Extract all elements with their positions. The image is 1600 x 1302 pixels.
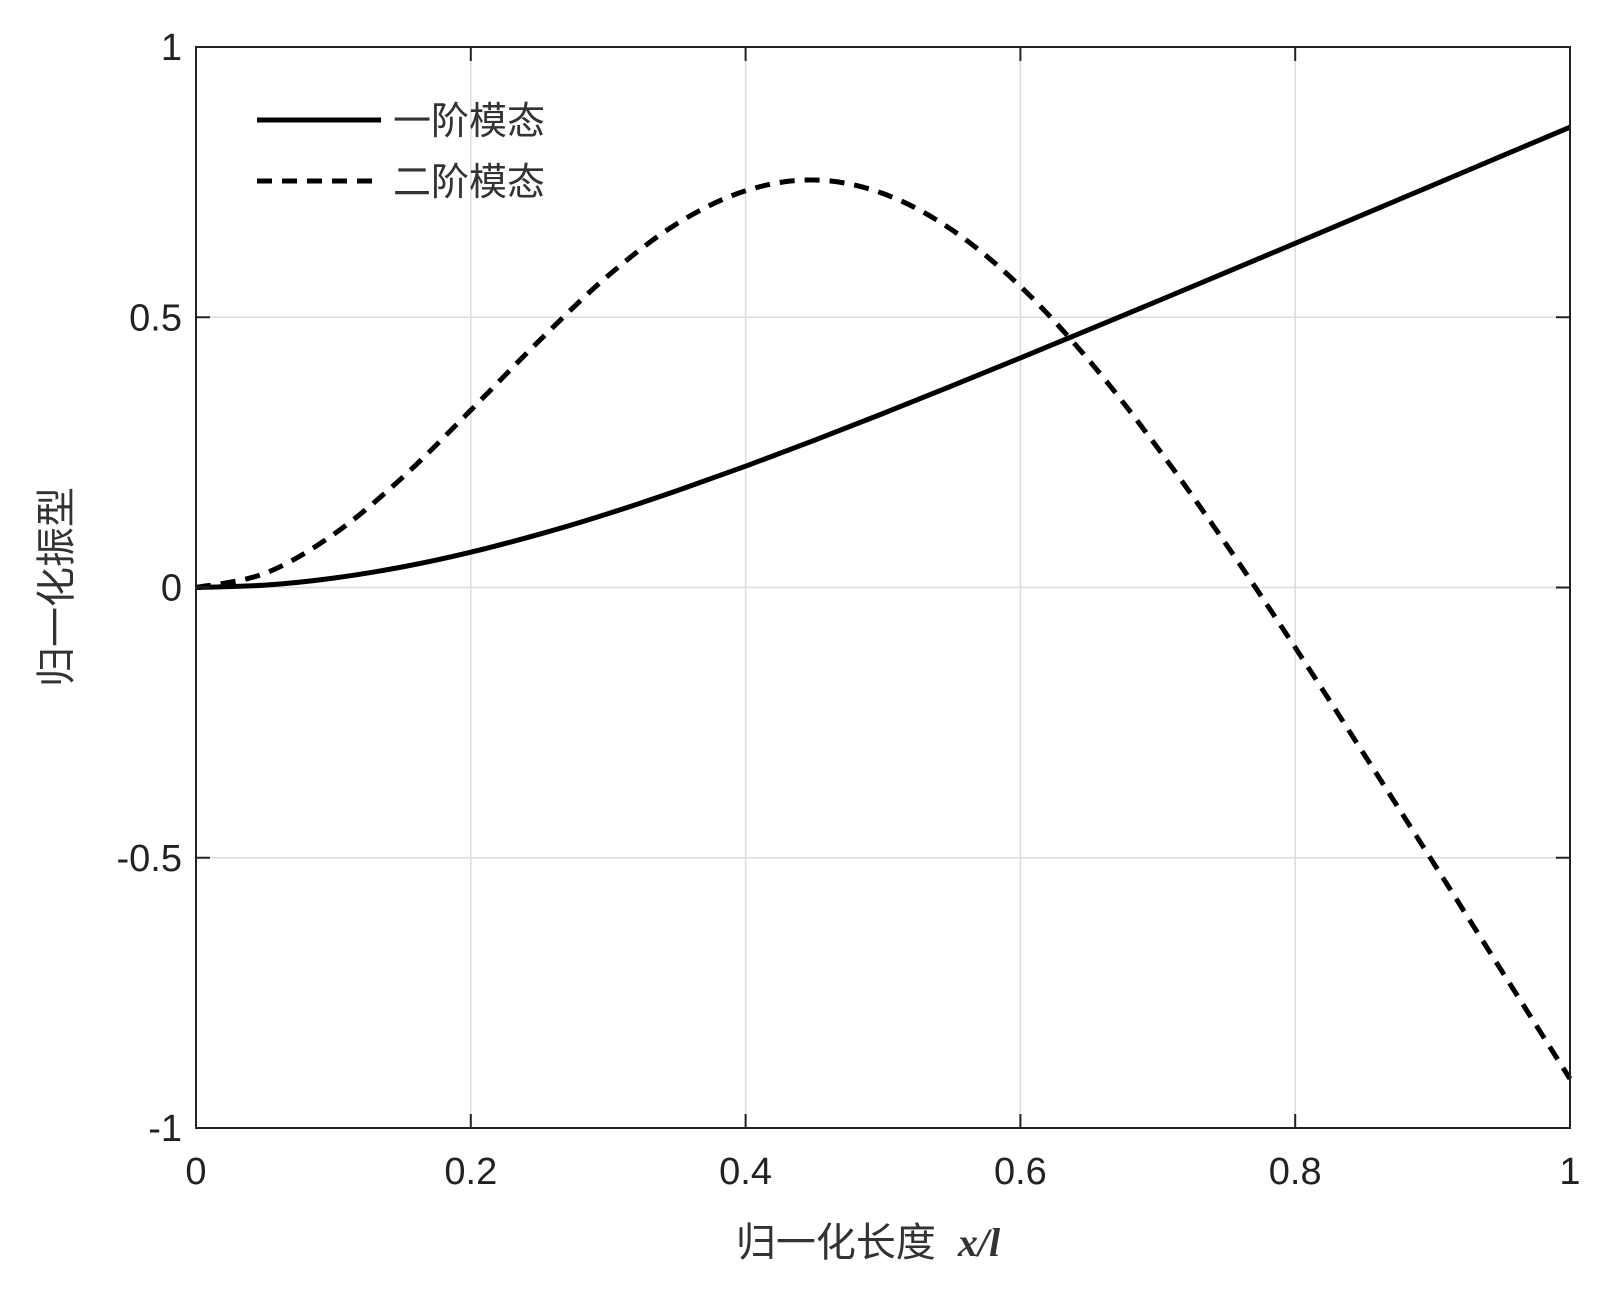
x-axis-label: 归一化长度 x/l: [736, 1220, 1001, 1266]
x-tick-label: 0.4: [719, 1151, 772, 1193]
x-tick-label: 0.6: [994, 1151, 1047, 1193]
y-tick-labels: -1 -0.5 0 0.5 1: [117, 27, 182, 1150]
x-axis-label-text: 归一化长度: [736, 1220, 936, 1266]
x-tick-label: 0: [185, 1151, 206, 1193]
x-tick-label: 0.8: [1269, 1151, 1322, 1193]
series-layer: [195, 124, 1573, 1081]
x-axis-label-variable: x/l: [957, 1220, 1001, 1265]
y-tick-label: -0.5: [117, 838, 182, 880]
legend-label-mode-1: 一阶模态: [393, 99, 545, 143]
y-tick-label: 0: [161, 568, 182, 610]
x-tick-label: 0.2: [444, 1151, 497, 1193]
series-line-mode-2: [195, 177, 1573, 1081]
x-tick-labels: 0 0.2 0.4 0.6 0.8 1: [185, 1151, 1580, 1193]
y-tick-label: -1: [148, 1108, 182, 1150]
x-tick-label: 1: [1559, 1151, 1580, 1193]
y-tick-label: 0.5: [129, 297, 182, 339]
series-line-mode-1: [195, 124, 1571, 590]
y-tick-label: 1: [161, 27, 182, 69]
legend: 一阶模态 二阶模态: [257, 99, 545, 204]
legend-label-mode-2: 二阶模态: [393, 160, 545, 204]
y-axis-label: 归一化振型: [34, 487, 80, 687]
ticks: [195, 46, 1571, 1129]
